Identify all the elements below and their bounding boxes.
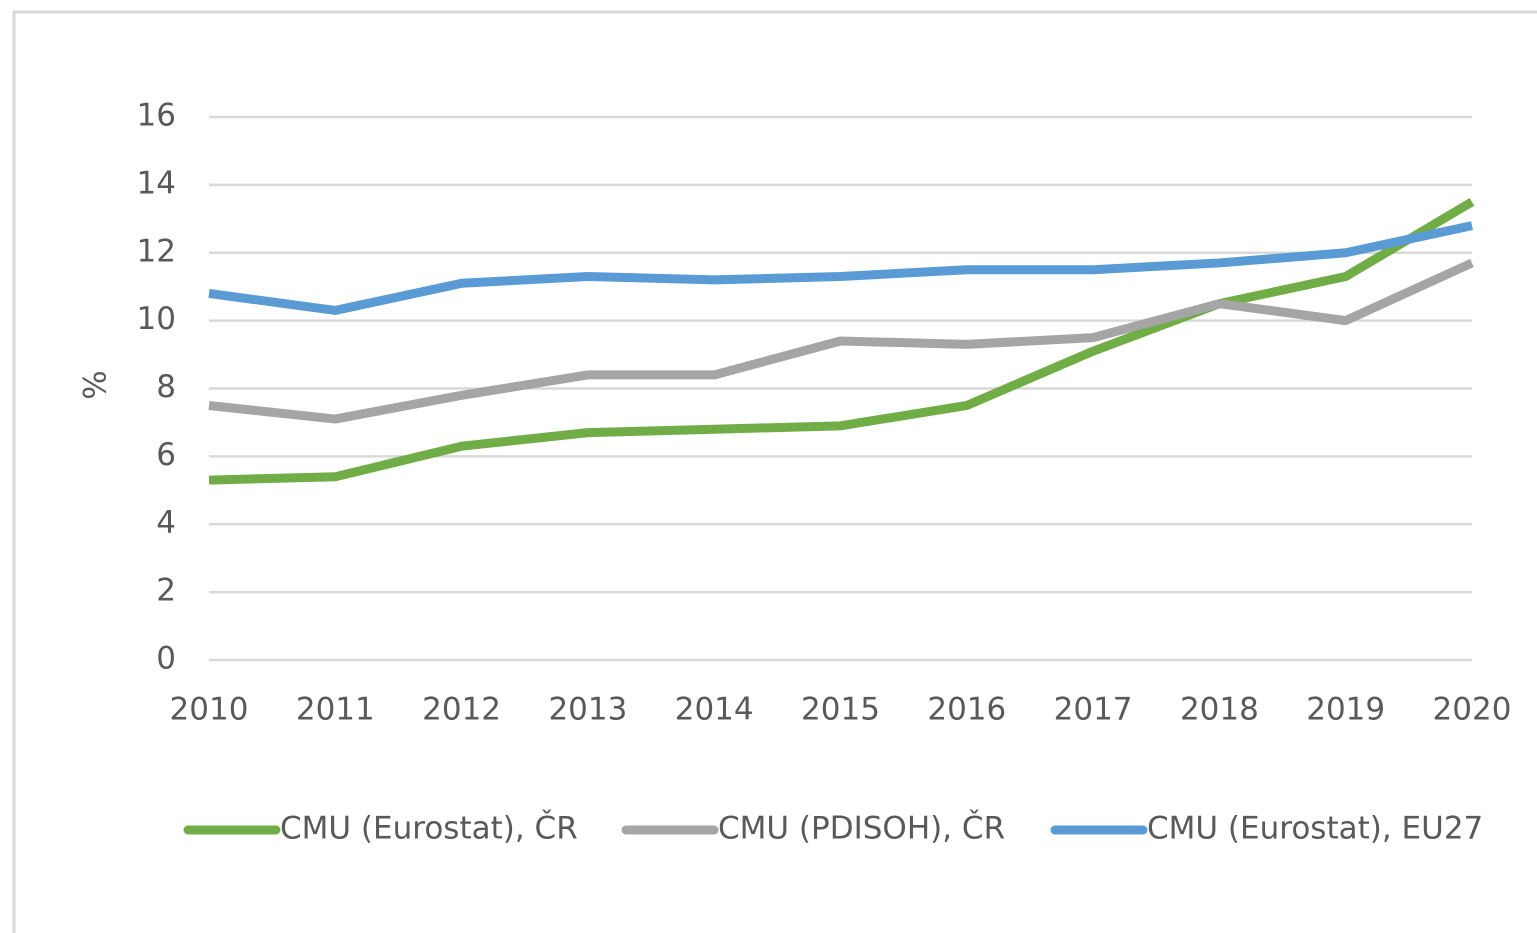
series-line [208, 258, 1474, 424]
y-tick-label: 14 [137, 165, 176, 201]
y-tick-label: 12 [137, 233, 176, 269]
y-tick-label: 16 [137, 98, 176, 134]
y-tick-label: 2 [156, 573, 176, 609]
series-line [208, 197, 1475, 485]
y-tick-label: 4 [156, 505, 176, 541]
y-tick-label: 6 [156, 437, 176, 473]
x-tick-label: 2011 [296, 692, 375, 728]
x-tick-label: 2020 [1433, 692, 1512, 728]
y-tick-label: 8 [156, 369, 176, 405]
y-tick-label: 10 [137, 301, 176, 337]
y-axis-label: % [78, 370, 114, 399]
series-line [208, 221, 1473, 315]
x-tick-label: 2014 [675, 692, 754, 728]
x-tick-label: 2019 [1306, 692, 1385, 728]
x-tick-label: 2017 [1054, 692, 1133, 728]
x-tick-label: 2018 [1180, 692, 1259, 728]
legend-label: CMU (PDISOH), ČR [718, 810, 1005, 847]
x-tick-label: 2010 [170, 692, 249, 728]
y-tick-label: 0 [156, 641, 176, 677]
x-tick-label: 2012 [422, 692, 501, 728]
x-tick-label: 2016 [927, 692, 1006, 728]
x-tick-label: 2015 [801, 692, 880, 728]
chart-frame [12, 10, 1537, 933]
legend-label: CMU (Eurostat), EU27 [1147, 811, 1483, 847]
x-tick-label: 2013 [548, 692, 627, 728]
legend-label: CMU (Eurostat), ČR [280, 810, 578, 847]
